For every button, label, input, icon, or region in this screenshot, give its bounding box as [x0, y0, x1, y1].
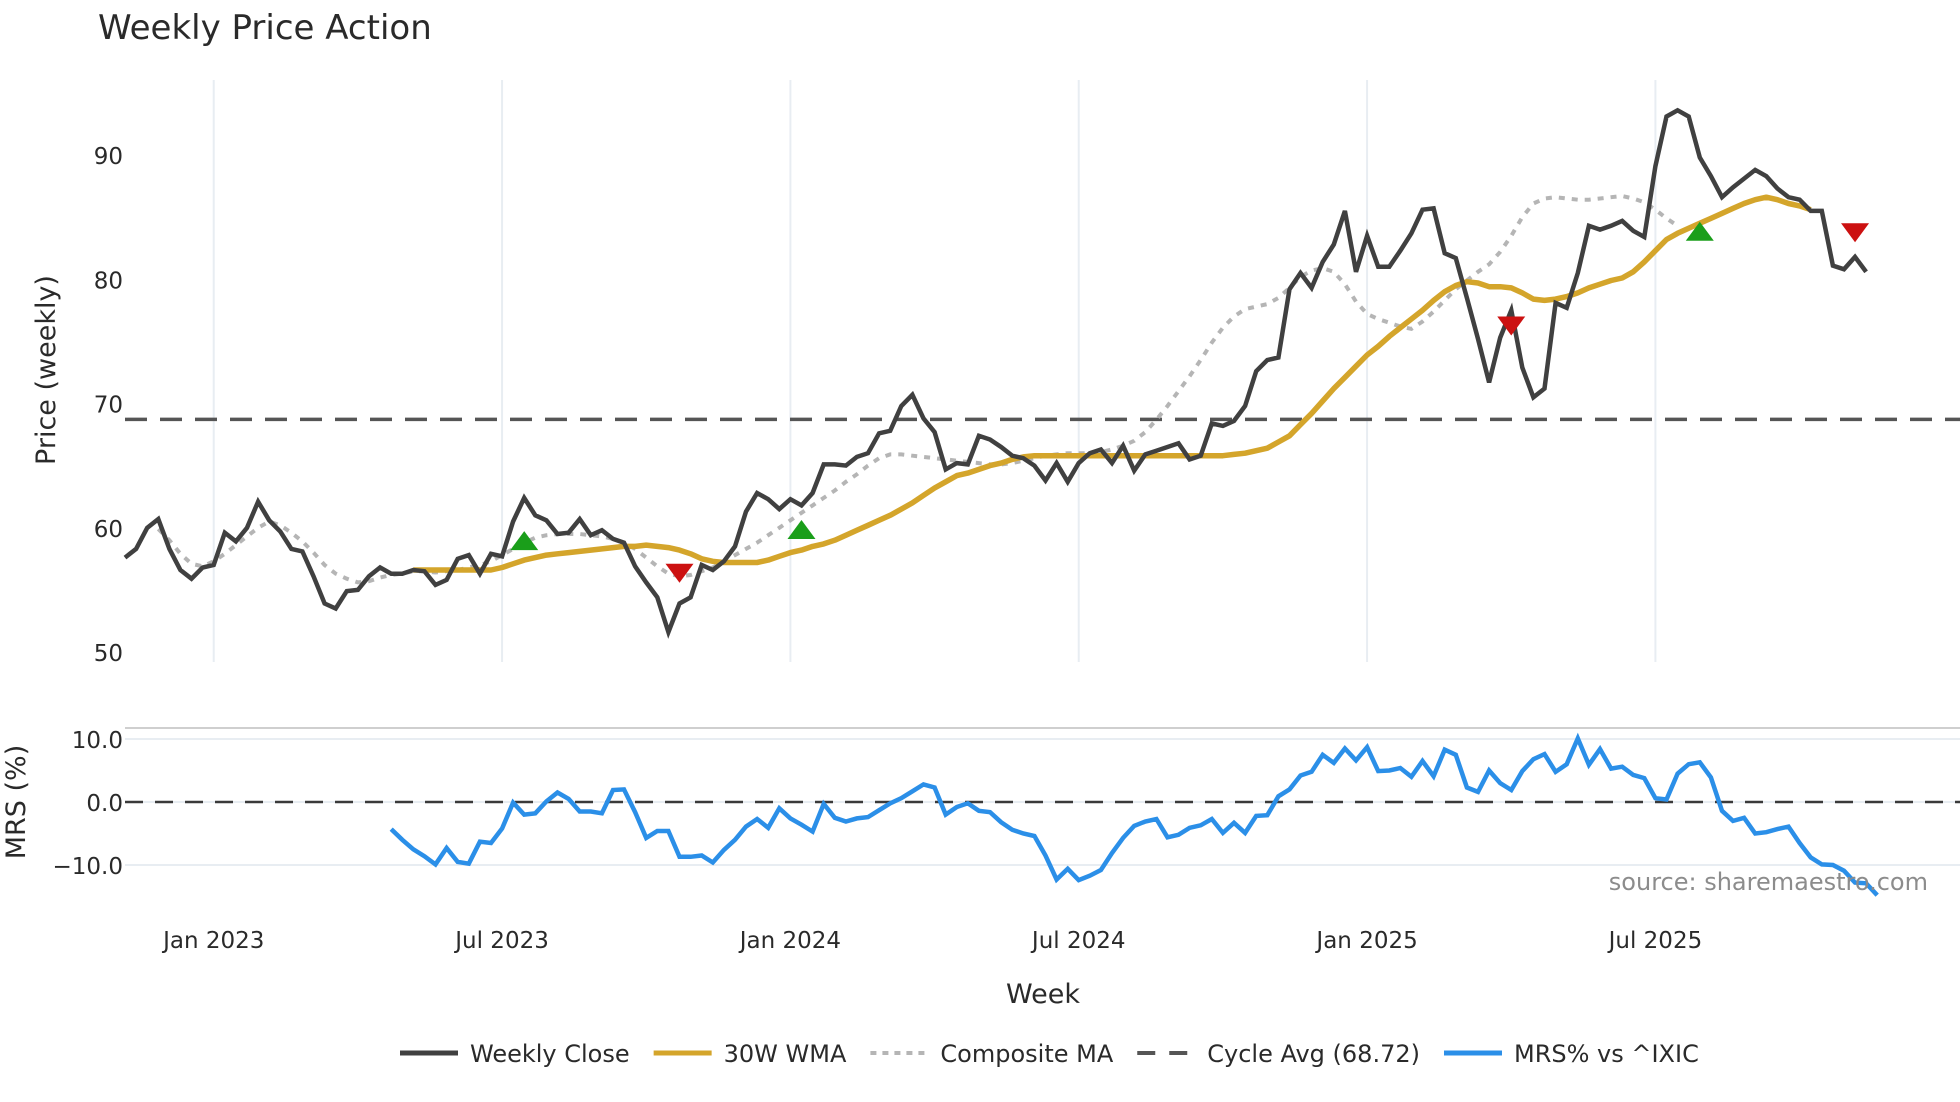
- mrs-y-axis-label: MRS (%): [1, 745, 32, 860]
- y-tick-label: 50: [94, 641, 123, 667]
- sell-signal-icon: [1841, 223, 1870, 243]
- legend-item: Weekly Close: [400, 1040, 630, 1068]
- mrs-panel: −10.0 0.0 10.0 MRS (%) source: sharemaestr…: [1, 727, 1960, 897]
- mrs-line: [389, 732, 1879, 897]
- mrs-tick-label: −10.0: [53, 854, 123, 880]
- mrs-y-ticks: −10.0 0.0 10.0: [53, 728, 123, 880]
- buy-signal-icon: [1685, 221, 1714, 241]
- legend-label: MRS% vs ^IXIC: [1514, 1040, 1699, 1068]
- legend-item: 30W WMA: [653, 1040, 847, 1068]
- weekly-close-line: [123, 107, 1868, 639]
- x-tick-label: Jul 2025: [1607, 928, 1703, 954]
- legend-label: Weekly Close: [470, 1040, 630, 1068]
- legend-item: Composite MA: [870, 1040, 1114, 1068]
- x-axis-label: Week: [1006, 979, 1080, 1010]
- legend-label: Composite MA: [940, 1040, 1113, 1068]
- signal-markers: [510, 221, 1870, 583]
- y-tick-label: 60: [94, 517, 123, 543]
- x-tick-label: Jan 2023: [161, 928, 264, 954]
- x-tick-label: Jul 2024: [1030, 928, 1126, 954]
- buy-signal-icon: [510, 531, 539, 551]
- mrs-tick-label: 10.0: [72, 728, 123, 754]
- mrs-tick-label: 0.0: [86, 791, 123, 817]
- legend-item: Cycle Avg (68.72): [1137, 1040, 1420, 1068]
- price-panel: 50 60 70 80 90 Price (weekly): [31, 80, 1960, 667]
- x-tick-label: Jul 2023: [453, 928, 549, 954]
- x-tick-label: Jan 2024: [738, 928, 841, 954]
- legend-label: Cycle Avg (68.72): [1207, 1040, 1420, 1068]
- y-tick-label: 80: [94, 268, 123, 294]
- source-note: source: sharemaestro.com: [1609, 868, 1928, 896]
- wma-30w-line: [413, 194, 1812, 573]
- chart-title: Weekly Price Action: [98, 8, 432, 48]
- price-y-axis-label: Price (weekly): [31, 275, 62, 465]
- sell-signal-icon: [665, 563, 694, 583]
- sell-signal-icon: [1497, 316, 1526, 336]
- legend-label: 30W WMA: [724, 1040, 847, 1068]
- y-tick-label: 70: [94, 393, 123, 419]
- price-y-ticks: 50 60 70 80 90: [94, 144, 123, 667]
- y-tick-label: 90: [94, 144, 123, 170]
- x-tick-label: Jan 2025: [1314, 928, 1417, 954]
- legend: Weekly Close 30W WMA Composite MA Cycle Avg…: [400, 1040, 1699, 1068]
- x-axis-ticks: Jan 2023 Jul 2023 Jan 2024 Jul 2024 Jan 2025…: [161, 928, 1702, 954]
- buy-signal-icon: [787, 519, 816, 539]
- legend-item: MRS% vs ^IXIC: [1443, 1040, 1699, 1068]
